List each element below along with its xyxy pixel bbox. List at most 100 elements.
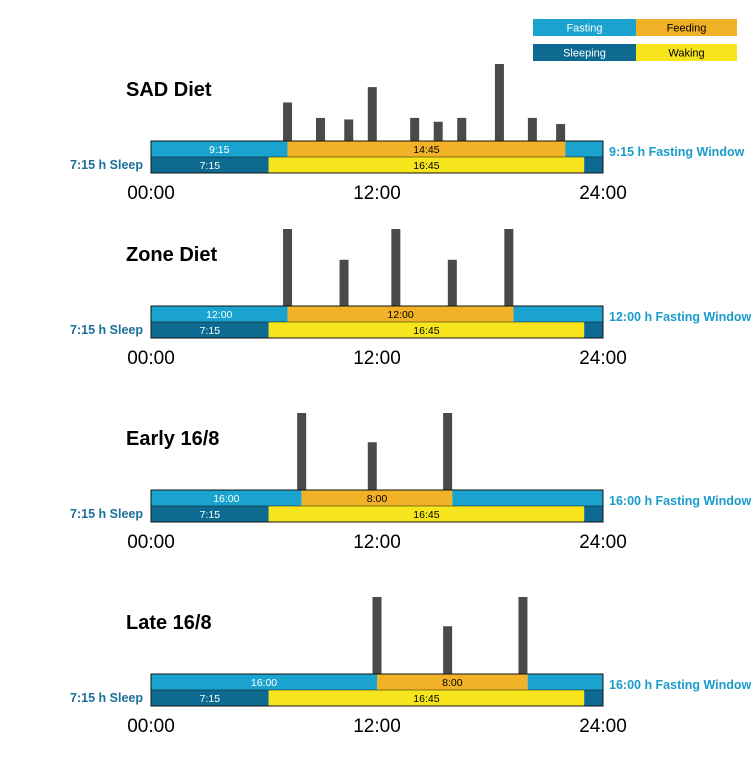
- meal-bar: [447, 259, 457, 306]
- fasting-segment: [151, 141, 288, 157]
- x-tick-label: 12:00: [353, 716, 401, 737]
- diet-panel: Zone Diet 12:00 12:00 7:15 16:45 12:00 h Fast…: [70, 229, 752, 369]
- fasting-segment: [151, 490, 302, 506]
- x-tick-label: 12:00: [353, 532, 401, 553]
- waking-duration-label: 16:45: [413, 693, 439, 705]
- sleeping-segment: [584, 506, 603, 522]
- legend-label-sleeping: Sleeping: [563, 48, 606, 60]
- legend-swatch-feeding: [636, 19, 737, 36]
- x-tick-label: 12:00: [353, 348, 401, 369]
- meal-bar: [556, 124, 566, 141]
- x-tick-label: 00:00: [127, 532, 175, 553]
- diet-panels: SAD Diet 9:15 14:45 7:15 16:45 9:15 h Fasting…: [70, 64, 752, 737]
- fasting-duration-label: 16:00: [213, 493, 239, 505]
- legend-label-fasting: Fasting: [566, 23, 602, 35]
- legend-swatch-waking: [636, 44, 737, 61]
- meal-bar: [316, 117, 325, 141]
- waking-segment: [268, 322, 585, 338]
- fasting-segment: [565, 141, 603, 157]
- fasting-window-label: 12:00 h Fasting Window: [609, 310, 752, 324]
- diet-panel: Late 16/8 16:00 8:00 7:15 16:45 16:00 h Fasti…: [70, 597, 752, 737]
- meal-bar: [504, 229, 514, 306]
- meal-bar: [433, 121, 443, 141]
- panel-title: Zone Diet: [126, 244, 217, 266]
- feeding-segment: [287, 306, 514, 322]
- waking-duration-label: 16:45: [413, 325, 439, 337]
- sleeping-segment: [151, 322, 269, 338]
- feeding-duration-label: 12:00: [387, 309, 413, 321]
- meal-bar: [344, 119, 354, 141]
- sleeping-segment: [151, 157, 269, 173]
- meal-bar: [518, 597, 528, 674]
- meal-bar: [283, 229, 293, 306]
- sleeping-segment: [584, 322, 603, 338]
- legend: Fasting Feeding Sleeping Waking: [533, 19, 737, 61]
- fasting-segment: [527, 674, 603, 690]
- fasting-segment: [151, 306, 288, 322]
- x-tick-label: 24:00: [579, 716, 627, 737]
- sleeping-segment: [584, 157, 603, 173]
- panel-title: SAD Diet: [126, 79, 212, 101]
- fasting-segment: [513, 306, 603, 322]
- legend-swatch-sleeping: [533, 44, 636, 61]
- waking-duration-label: 16:45: [413, 509, 439, 521]
- meal-bar: [527, 117, 537, 141]
- legend-swatch-fasting: [533, 19, 636, 36]
- feeding-duration-label: 14:45: [413, 144, 439, 156]
- waking-duration-label: 16:45: [413, 160, 439, 172]
- fasting-duration-label: 12:00: [206, 309, 232, 321]
- meal-bar: [367, 442, 377, 490]
- fasting-segment: [452, 490, 603, 506]
- meal-bar: [410, 117, 420, 141]
- fasting-window-label: 9:15 h Fasting Window: [609, 145, 745, 159]
- sleeping-segment: [151, 506, 269, 522]
- sleeping-duration-label: 7:15: [200, 160, 221, 172]
- feeding-segment: [287, 141, 566, 157]
- feeding-duration-label: 8:00: [442, 677, 463, 689]
- fasting-window-label: 16:00 h Fasting Window: [609, 678, 752, 692]
- waking-segment: [268, 157, 585, 173]
- meal-bar: [391, 229, 401, 306]
- feeding-duration-label: 8:00: [367, 493, 388, 505]
- panel-title: Late 16/8: [126, 612, 212, 634]
- meal-bar: [443, 413, 453, 490]
- waking-segment: [268, 690, 585, 706]
- x-tick-label: 00:00: [127, 348, 175, 369]
- meal-bar: [372, 597, 382, 674]
- waking-segment: [268, 506, 585, 522]
- sleeping-duration-label: 7:15: [200, 693, 221, 705]
- x-tick-label: 24:00: [579, 532, 627, 553]
- feeding-segment: [301, 490, 453, 506]
- fasting-window-label: 16:00 h Fasting Window: [609, 494, 752, 508]
- diet-panel: Early 16/8 16:00 8:00 7:15 16:45 16:00 h Fast…: [70, 413, 752, 553]
- x-tick-label: 24:00: [579, 348, 627, 369]
- sleep-duration-label: 7:15 h Sleep: [70, 691, 143, 705]
- feeding-segment: [377, 674, 528, 690]
- x-tick-label: 00:00: [127, 716, 175, 737]
- meal-bar: [283, 102, 293, 141]
- fasting-segment: [151, 674, 377, 690]
- legend-label-waking: Waking: [668, 48, 704, 60]
- sleeping-duration-label: 7:15: [200, 325, 221, 337]
- meal-bar: [339, 259, 349, 306]
- sleeping-duration-label: 7:15: [200, 509, 221, 521]
- diet-panel: SAD Diet 9:15 14:45 7:15 16:45 9:15 h Fasting…: [70, 64, 745, 204]
- fasting-duration-label: 16:00: [251, 677, 277, 689]
- meal-bar: [443, 626, 453, 674]
- x-tick-label: 12:00: [353, 183, 401, 204]
- x-tick-label: 24:00: [579, 183, 627, 204]
- legend-label-feeding: Feeding: [667, 23, 707, 35]
- sleeping-segment: [151, 690, 269, 706]
- sleep-duration-label: 7:15 h Sleep: [70, 158, 143, 172]
- sleeping-segment: [584, 690, 603, 706]
- meal-bar: [297, 413, 307, 490]
- panel-title: Early 16/8: [126, 428, 219, 450]
- sleep-duration-label: 7:15 h Sleep: [70, 507, 143, 521]
- x-tick-label: 00:00: [127, 183, 175, 204]
- sleep-duration-label: 7:15 h Sleep: [70, 323, 143, 337]
- fasting-duration-label: 9:15: [209, 144, 230, 156]
- meal-bar: [367, 87, 377, 141]
- meal-bar: [494, 64, 504, 141]
